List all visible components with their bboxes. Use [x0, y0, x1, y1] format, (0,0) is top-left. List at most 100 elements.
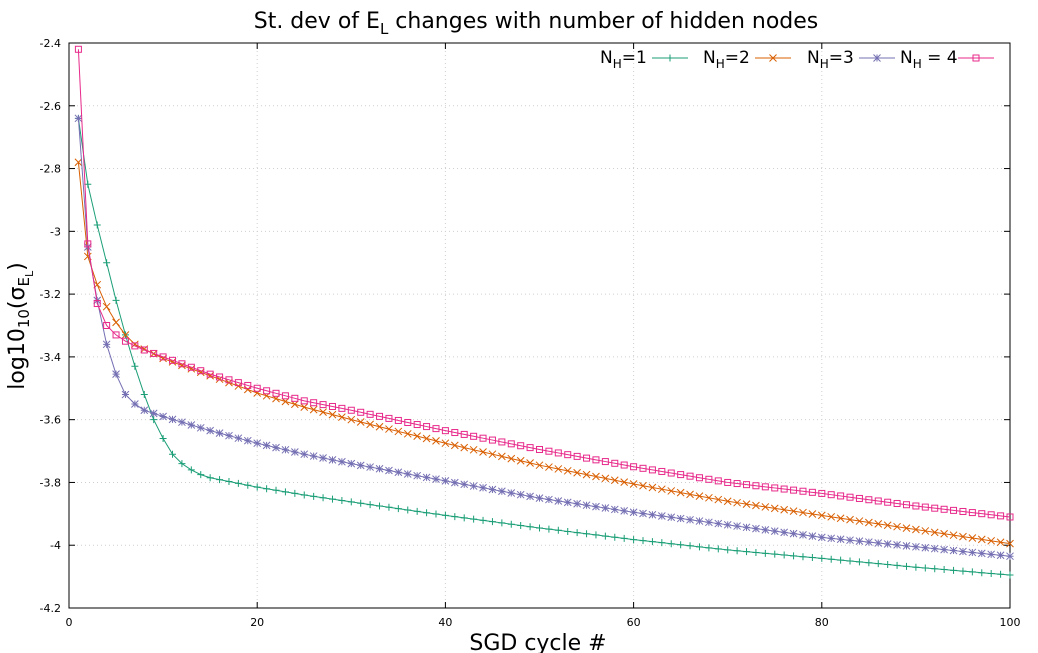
data-point — [695, 517, 704, 525]
data-point — [827, 512, 836, 521]
data-point — [997, 512, 1005, 520]
legend-label-rest: =2 — [725, 48, 750, 68]
data-point — [780, 485, 788, 493]
data-point — [215, 375, 224, 384]
data-point — [742, 500, 751, 508]
data-point — [479, 516, 487, 524]
legend-marker — [769, 54, 777, 62]
data-point — [516, 490, 525, 499]
data-point — [912, 563, 920, 571]
legend-entry-1: NH=1 — [600, 48, 688, 71]
data-point — [563, 466, 572, 475]
data-point — [752, 501, 760, 510]
data-point — [874, 560, 882, 568]
x-tick-label: 60 — [627, 616, 641, 629]
data-point — [319, 408, 327, 416]
data-point — [356, 461, 365, 470]
data-point — [206, 474, 214, 482]
data-point — [432, 475, 440, 484]
data-point — [413, 432, 422, 440]
data-point — [808, 510, 817, 518]
data-point — [413, 471, 422, 480]
data-point — [253, 439, 262, 448]
data-point — [488, 436, 496, 444]
data-point — [583, 454, 591, 462]
data-point — [837, 492, 845, 500]
data-point — [611, 459, 619, 467]
data-point — [196, 423, 205, 432]
data-point — [770, 527, 779, 535]
data-point — [507, 489, 516, 497]
data-point — [865, 559, 873, 567]
data-point — [818, 489, 826, 497]
data-point — [846, 515, 854, 524]
data-point — [112, 370, 120, 379]
y-tick-label: -2.6 — [40, 100, 61, 113]
data-point — [121, 337, 129, 345]
data-point — [140, 391, 148, 399]
data-point — [545, 525, 553, 533]
y-axis-label: log1010(σEL) — [5, 262, 36, 389]
data-point — [517, 521, 525, 529]
data-point — [676, 514, 685, 523]
data-point — [103, 322, 111, 329]
data-point — [959, 507, 967, 515]
y-tick-label: -3.2 — [40, 288, 61, 301]
data-point — [74, 158, 83, 167]
legend-label-main: N — [900, 48, 913, 68]
data-point — [752, 524, 760, 533]
data-point — [488, 485, 497, 494]
data-point — [950, 506, 958, 514]
data-point — [168, 415, 177, 424]
data-point — [441, 477, 450, 485]
data-point — [733, 498, 741, 507]
data-point — [149, 409, 158, 418]
data-point — [263, 485, 271, 493]
series-line — [77, 118, 1011, 557]
data-point — [648, 483, 657, 492]
data-point — [328, 410, 337, 419]
data-point — [799, 531, 807, 539]
data-point — [140, 406, 149, 415]
data-point — [921, 543, 930, 552]
data-point — [102, 302, 111, 311]
data-point — [517, 442, 525, 450]
data-point — [281, 392, 289, 400]
data-point — [996, 551, 1005, 560]
data-point — [949, 531, 958, 540]
data-point — [450, 441, 459, 450]
legend-label-sub: H — [820, 57, 829, 71]
data-point — [366, 463, 374, 471]
data-point — [846, 557, 854, 565]
data-point — [761, 503, 770, 511]
data-point — [234, 479, 242, 487]
data-point — [178, 460, 186, 468]
data-point — [714, 477, 722, 485]
data-point — [432, 425, 440, 433]
data-point — [864, 538, 873, 546]
data-point — [620, 478, 629, 486]
data-point — [121, 390, 130, 399]
data-point — [724, 478, 732, 486]
data-point — [319, 494, 327, 502]
data-point — [611, 533, 619, 541]
data-point — [432, 437, 440, 445]
data-point — [187, 421, 196, 429]
axis-ticks: 0 20 40 60 80 100 -4.2 -4 -3.8 -3.6 -3.4 -3.2 -3 -2.8… — [40, 37, 1021, 629]
y-axis-label-subsub: L — [23, 270, 36, 277]
data-point — [987, 550, 996, 559]
data-point — [338, 413, 346, 422]
data-point — [705, 518, 713, 527]
data-point — [837, 556, 845, 564]
data-point — [432, 510, 440, 518]
data-point — [394, 468, 403, 477]
data-point — [328, 402, 336, 410]
data-point — [357, 408, 365, 416]
data-point — [827, 491, 835, 499]
data-point — [912, 525, 920, 534]
data-point — [723, 497, 732, 506]
data-point — [375, 464, 384, 473]
data-point — [902, 524, 911, 532]
data-point — [187, 466, 195, 474]
